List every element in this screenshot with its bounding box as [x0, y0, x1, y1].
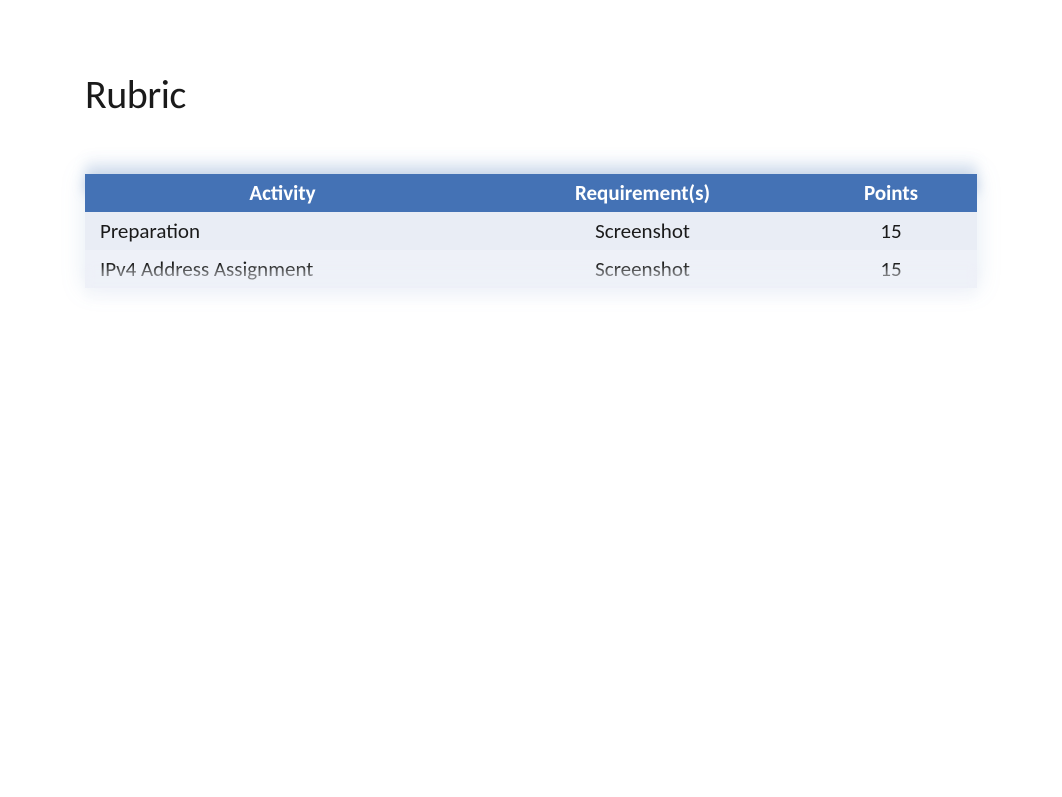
cell-activity: Preparation	[85, 218, 480, 244]
cell-activity: IPv4 Address Assignment	[85, 256, 480, 282]
cell-points: 15	[805, 218, 977, 244]
header-points: Points	[805, 180, 977, 206]
table-header-row: Activity Requirement(s) Points	[85, 174, 977, 212]
cell-requirements: Screenshot	[480, 256, 805, 282]
header-requirements: Requirement(s)	[480, 180, 805, 206]
table-row: Preparation Screenshot 15	[85, 212, 977, 250]
cell-points: 15	[805, 256, 977, 282]
rubric-table: Activity Requirement(s) Points Preparati…	[85, 174, 977, 288]
page-title: Rubric	[85, 70, 977, 119]
rubric-table-wrapper: Activity Requirement(s) Points Preparati…	[85, 174, 977, 288]
table-row: IPv4 Address Assignment Screenshot 15	[85, 250, 977, 288]
cell-requirements: Screenshot	[480, 218, 805, 244]
header-activity: Activity	[85, 180, 480, 206]
